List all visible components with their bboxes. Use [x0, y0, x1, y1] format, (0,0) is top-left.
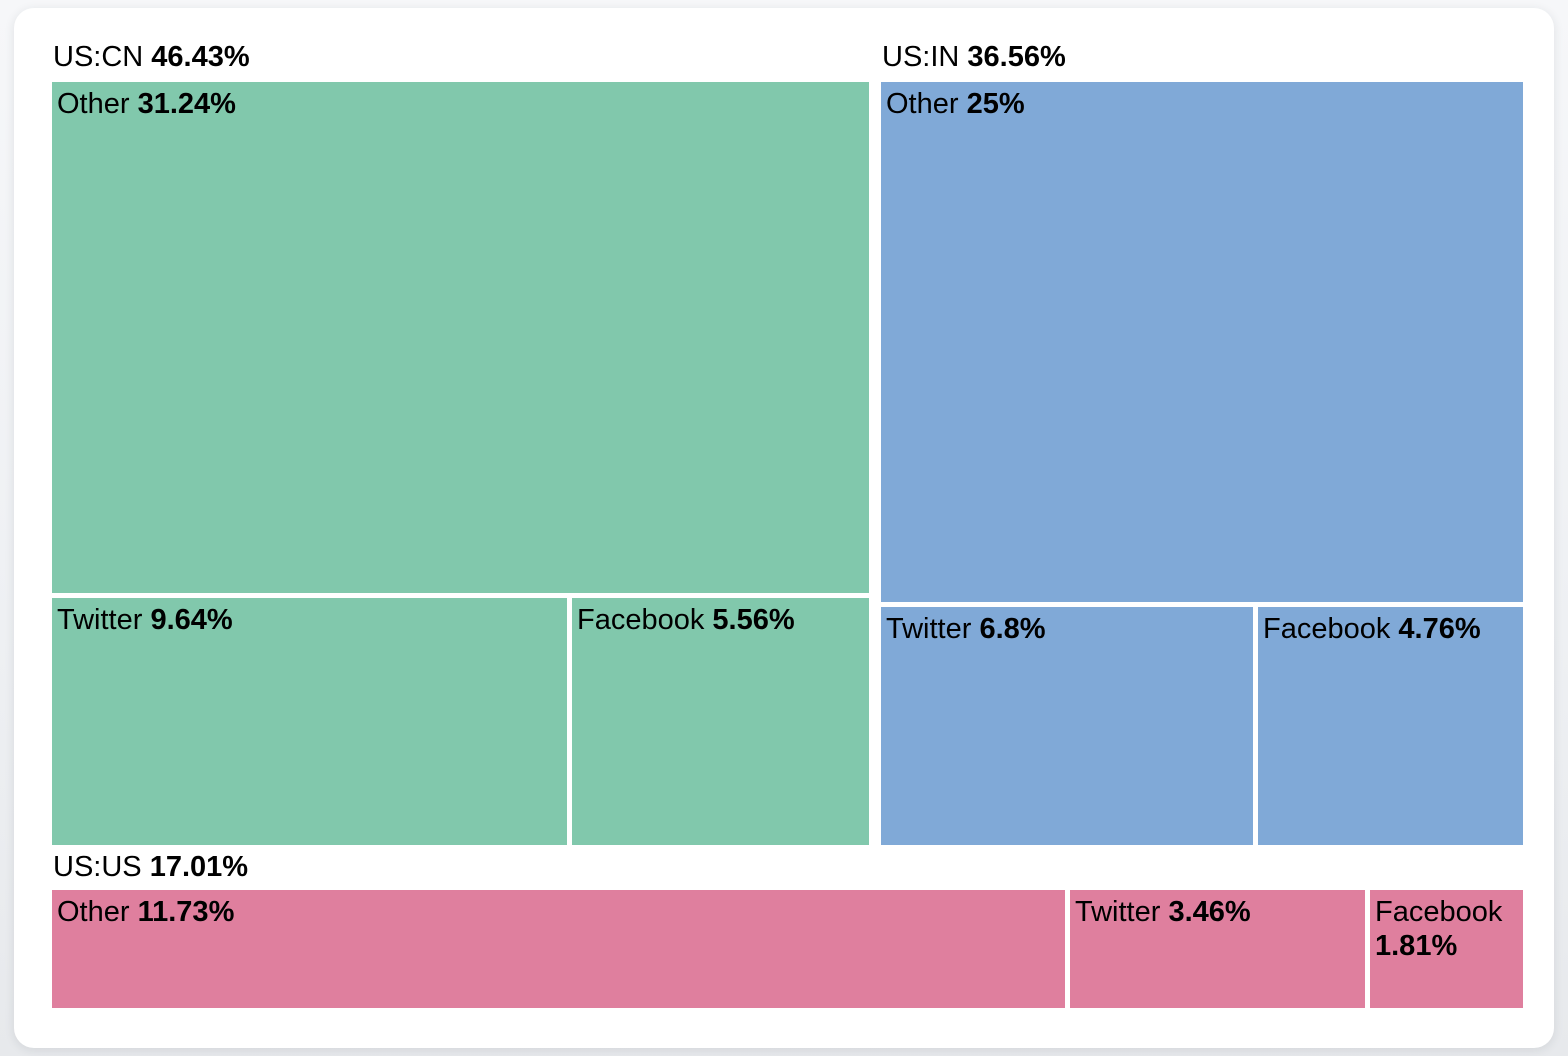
- cell-label: Twitter 9.64%: [57, 603, 561, 637]
- cell-value: 11.73%: [137, 896, 235, 928]
- cell-name: Twitter: [886, 613, 972, 645]
- cell-value: 5.56%: [712, 604, 795, 636]
- treemap-cell-us-cn-other[interactable]: Other 31.24%: [52, 82, 869, 593]
- cell-label: Other 31.24%: [57, 87, 863, 121]
- cell-value: 9.64%: [150, 604, 233, 636]
- cell-value: 31.24%: [137, 88, 236, 120]
- treemap-group-header-us-cn[interactable]: US:CN 46.43%: [53, 40, 250, 74]
- group-value: 17.01%: [149, 851, 249, 883]
- cell-value: 3.46%: [1168, 896, 1251, 928]
- cell-label: Facebook 4.76%: [1263, 612, 1517, 646]
- cell-label: Twitter 3.46%: [1075, 895, 1359, 929]
- group-name: US:CN: [53, 41, 144, 73]
- treemap-cell-us-in-other[interactable]: Other 25%: [881, 82, 1523, 602]
- cell-label: Facebook 1.81%: [1375, 895, 1517, 963]
- cell-label: Other 11.73%: [57, 895, 1059, 929]
- treemap-cell-us-us-facebook[interactable]: Facebook 1.81%: [1370, 890, 1523, 1008]
- treemap-group-header-us-us[interactable]: US:US 17.01%: [53, 850, 248, 884]
- cell-name: Other: [886, 88, 959, 120]
- treemap-cell-us-us-twitter[interactable]: Twitter 3.46%: [1070, 890, 1365, 1008]
- treemap-cell-us-cn-facebook[interactable]: Facebook 5.56%: [572, 598, 869, 845]
- cell-value: 4.76%: [1398, 613, 1481, 645]
- cell-value: 25%: [966, 88, 1025, 120]
- group-name: US:IN: [882, 41, 960, 73]
- treemap-cell-us-in-twitter[interactable]: Twitter 6.8%: [881, 607, 1253, 845]
- treemap-cell-us-us-other[interactable]: Other 11.73%: [52, 890, 1065, 1008]
- group-value: 36.56%: [967, 41, 1066, 73]
- cell-name: Facebook: [1375, 896, 1503, 928]
- cell-value: 6.8%: [979, 613, 1046, 645]
- treemap-group-header-us-in[interactable]: US:IN 36.56%: [882, 40, 1066, 74]
- cell-name: Other: [57, 88, 130, 120]
- cell-name: Facebook: [1263, 613, 1391, 645]
- cell-name: Twitter: [1075, 896, 1161, 928]
- cell-label: Facebook 5.56%: [577, 603, 863, 637]
- group-name: US:US: [53, 851, 142, 883]
- treemap-cell-us-in-facebook[interactable]: Facebook 4.76%: [1258, 607, 1523, 845]
- cell-label: Other 25%: [886, 87, 1517, 121]
- cell-name: Other: [57, 896, 130, 928]
- cell-label: Twitter 6.8%: [886, 612, 1247, 646]
- cell-name: Facebook: [577, 604, 705, 636]
- cell-value: 1.81%: [1375, 930, 1458, 962]
- group-value: 46.43%: [151, 41, 250, 73]
- cell-name: Twitter: [57, 604, 143, 636]
- treemap-cell-us-cn-twitter[interactable]: Twitter 9.64%: [52, 598, 567, 845]
